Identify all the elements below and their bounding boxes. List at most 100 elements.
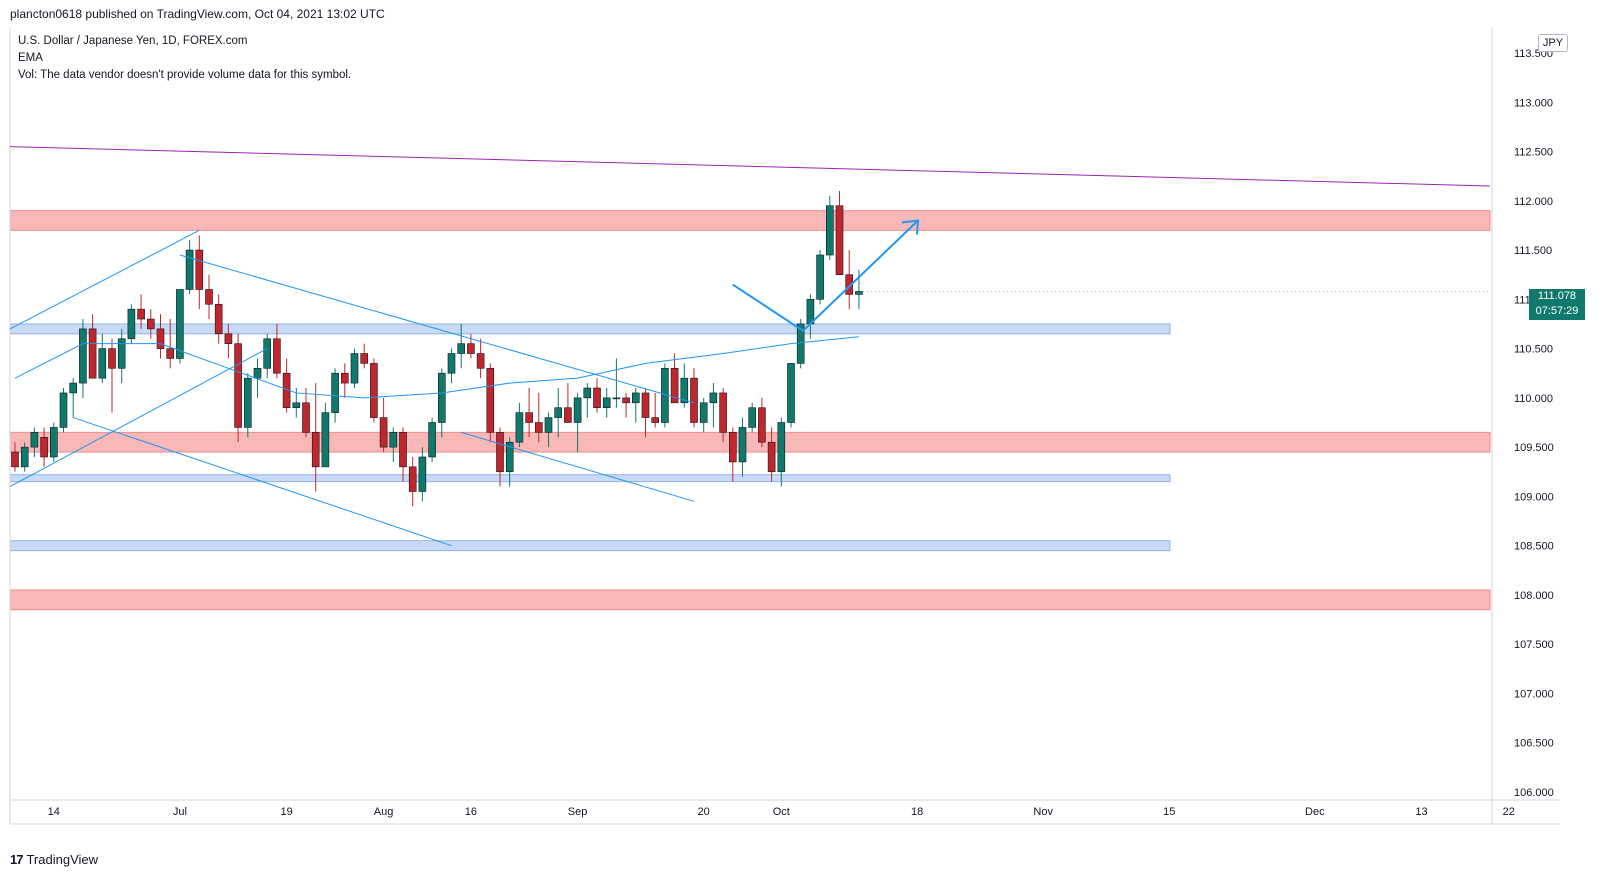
- candle-body: [554, 407, 563, 418]
- y-tick-label: 109.500: [1514, 442, 1554, 454]
- x-tick-label: 14: [48, 806, 60, 818]
- candle: [447, 348, 456, 384]
- candle-body: [651, 417, 660, 423]
- candle: [360, 343, 369, 369]
- candle-body: [389, 432, 398, 448]
- candle: [437, 368, 446, 438]
- channel-lower-left: [9, 348, 268, 487]
- y-tick-label: 106.000: [1514, 787, 1554, 799]
- candle-body: [214, 303, 223, 335]
- candle-body: [719, 392, 727, 433]
- candle: [311, 383, 320, 492]
- candle: [244, 373, 252, 438]
- candle: [88, 314, 97, 379]
- legend-symbol-title[interactable]: U.S. Dollar / Japanese Yen, 1D, FOREX.co…: [18, 35, 248, 47]
- candle: [777, 417, 786, 487]
- candle: [408, 456, 417, 507]
- candle-body: [88, 328, 97, 379]
- candle-body: [534, 422, 543, 433]
- candle-body: [573, 397, 582, 423]
- x-tick-label: 20: [698, 806, 710, 818]
- candle: [214, 294, 223, 344]
- candle-body: [30, 432, 39, 448]
- tradingview-logo[interactable]: 17 TradingView: [10, 852, 98, 867]
- candle-body: [641, 392, 650, 418]
- y-tick-label: 108.500: [1514, 541, 1554, 553]
- y-tick-label: 111.500: [1514, 245, 1552, 257]
- falling-channel-upper: [179, 254, 695, 404]
- ema-line: [14, 336, 859, 399]
- candle-body: [758, 407, 766, 443]
- candle-body: [738, 427, 747, 463]
- candle: [476, 338, 485, 379]
- legend-ema[interactable]: EMA: [18, 52, 43, 64]
- candle-body: [176, 289, 184, 359]
- candle-body: [40, 436, 48, 458]
- candle: [758, 397, 766, 448]
- candle: [641, 388, 650, 438]
- candle-body: [108, 348, 116, 369]
- candle: [69, 378, 77, 418]
- candle-body: [311, 432, 320, 468]
- candle: [573, 392, 582, 453]
- falling-channel-lower: [73, 417, 452, 547]
- candle: [457, 323, 466, 369]
- y-tick-label: 112.000: [1514, 196, 1553, 208]
- candle: [787, 363, 795, 428]
- candle-body: [690, 377, 698, 423]
- candle-body: [593, 387, 601, 409]
- candle: [253, 358, 262, 398]
- resistance-trendline: [9, 146, 1491, 187]
- candle-body: [525, 412, 533, 423]
- candle-body: [835, 205, 844, 276]
- candle-body: [515, 412, 524, 443]
- y-tick-label: 108.000: [1514, 590, 1554, 602]
- publisher-caption: plancton0618 published on TradingView.co…: [10, 7, 385, 21]
- candle-body: [273, 338, 281, 374]
- candle-body: [302, 402, 310, 433]
- candle: [554, 388, 563, 438]
- candle: [147, 309, 155, 339]
- candle: [282, 358, 291, 413]
- candle: [108, 338, 116, 413]
- candle: [117, 328, 126, 384]
- candle: [379, 397, 388, 453]
- y-tick-label: 109.000: [1514, 491, 1554, 503]
- x-tick-label: Sep: [568, 806, 588, 818]
- candle: [166, 319, 174, 369]
- x-tick-label: Nov: [1033, 806, 1053, 818]
- candle-body: [612, 397, 621, 400]
- candle-body: [447, 353, 456, 374]
- candle-body: [631, 392, 640, 404]
- candle: [709, 383, 718, 428]
- candle: [738, 417, 747, 477]
- candle-body: [11, 451, 19, 468]
- candle: [127, 304, 136, 344]
- candle: [30, 427, 39, 457]
- candle-body: [428, 422, 436, 458]
- candle: [340, 363, 349, 398]
- candle: [719, 388, 727, 443]
- candle: [11, 442, 19, 472]
- zone-resistance-2: [9, 431, 1491, 453]
- candle-body: [79, 328, 87, 384]
- candle: [79, 319, 87, 398]
- candle: [370, 358, 378, 423]
- candle: [185, 240, 194, 295]
- candle: [467, 333, 475, 359]
- candle: [748, 402, 757, 433]
- y-tick-label: 112.500: [1514, 147, 1553, 159]
- candle: [399, 427, 407, 482]
- candle: [622, 392, 630, 418]
- x-tick-label: Jul: [173, 806, 187, 818]
- currency-badge[interactable]: JPY: [1538, 34, 1568, 52]
- candle-body: [127, 308, 136, 340]
- legend-volume-note: Vol: The data vendor doesn't provide vol…: [18, 69, 352, 81]
- x-tick-label: 19: [280, 806, 292, 818]
- x-tick-label: 18: [911, 806, 923, 818]
- candle: [98, 333, 107, 384]
- candle: [49, 422, 58, 462]
- candle: [20, 442, 29, 472]
- candle: [796, 319, 805, 369]
